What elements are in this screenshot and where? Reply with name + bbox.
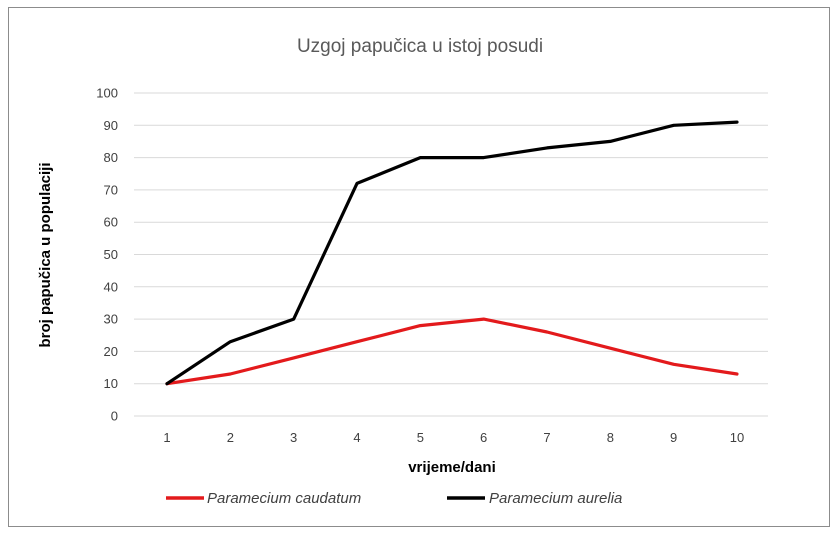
- series-line-2: [165, 120, 739, 386]
- y-tick-label: 10: [104, 376, 118, 391]
- y-tick-labels: 0 10 20 30 40 50 60 70 80 90 100: [96, 86, 118, 424]
- legend-label-1: Paramecium caudatum: [207, 490, 361, 507]
- x-tick-label: 1: [163, 430, 170, 445]
- x-tick-labels: 1 2 3 4 5 6 7 8 9 10: [163, 430, 744, 445]
- y-tick-label: 50: [104, 247, 118, 262]
- y-tick-label: 40: [104, 279, 118, 294]
- gridlines: [134, 92, 768, 417]
- y-tick-label: 30: [104, 312, 118, 327]
- chart-title: Uzgoj papučica u istoj posudi: [297, 36, 543, 57]
- x-tick-label: 10: [730, 430, 744, 445]
- legend-label-2: Paramecium aurelia: [489, 490, 622, 507]
- x-axis-label: vrijeme/dani: [408, 459, 496, 476]
- x-tick-label: 4: [353, 430, 360, 445]
- y-tick-label: 80: [104, 150, 118, 165]
- x-tick-label: 3: [290, 430, 297, 445]
- series-line-1: [165, 317, 739, 386]
- legend: Paramecium caudatum Paramecium aurelia: [166, 490, 622, 507]
- y-tick-label: 70: [104, 182, 118, 197]
- series-lines: [165, 120, 739, 386]
- y-tick-label: 20: [104, 344, 118, 359]
- x-tick-label: 8: [607, 430, 614, 445]
- x-tick-label: 6: [480, 430, 487, 445]
- x-tick-label: 9: [670, 430, 677, 445]
- chart-frame: [8, 7, 830, 527]
- y-axis-label: broj papučica u populaciji: [37, 162, 54, 347]
- y-tick-label: 60: [104, 215, 118, 230]
- y-tick-label: 90: [104, 118, 118, 133]
- y-tick-label: 100: [96, 86, 118, 101]
- x-tick-label: 7: [543, 430, 550, 445]
- x-tick-label: 2: [227, 430, 234, 445]
- x-tick-label: 5: [417, 430, 424, 445]
- y-tick-label: 0: [111, 409, 118, 424]
